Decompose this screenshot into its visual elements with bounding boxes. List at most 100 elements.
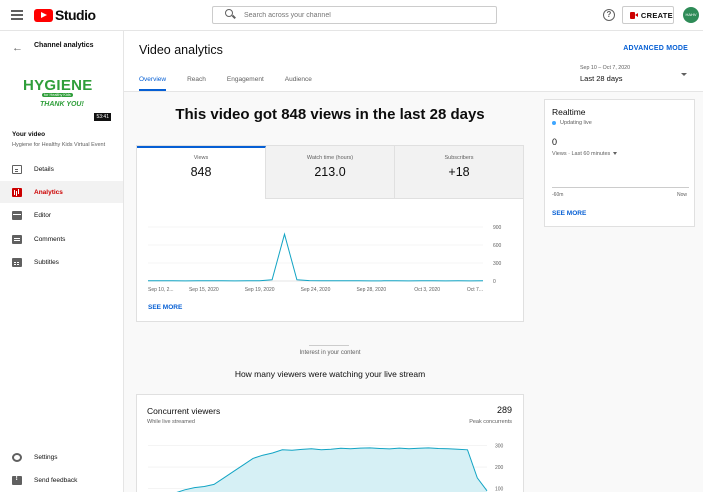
realtime-axis-end: Now bbox=[676, 192, 687, 198]
views-series-line bbox=[147, 232, 484, 282]
realtime-see-more-button[interactable]: SEE MORE bbox=[552, 210, 587, 217]
sidebar: ← Channel analytics HYGIENE for Healthy … bbox=[0, 31, 124, 492]
divider bbox=[309, 345, 349, 346]
metric-label: Views bbox=[193, 155, 209, 161]
details-icon bbox=[12, 164, 22, 174]
concurrent-series-line bbox=[176, 447, 488, 492]
chevron-down-icon[interactable] bbox=[681, 73, 687, 76]
y-tick-label: 600 bbox=[493, 243, 502, 249]
y-tick-label: 300 bbox=[495, 443, 504, 449]
video-duration: 53:41 bbox=[94, 113, 111, 121]
interest-label: Interest in your content bbox=[299, 350, 361, 356]
analytics-tabs: Overview Reach Engagement Audience bbox=[139, 76, 333, 91]
x-tick-label: Oct 7... bbox=[467, 287, 483, 293]
sidebar-item-label: Subtitles bbox=[34, 258, 59, 266]
metric-tabs: Views 848 Watch time (hours) 213.0 Subsc… bbox=[137, 146, 523, 199]
concurrent-viewers-card: Concurrent viewers While live streamed 2… bbox=[136, 394, 524, 492]
avatar[interactable]: HAHV bbox=[683, 7, 699, 23]
subtitles-icon bbox=[12, 257, 22, 267]
sidebar-item-label: Editor bbox=[34, 211, 51, 219]
studio-logo-text: Studio bbox=[55, 7, 96, 23]
date-range-label: Last 28 days bbox=[580, 74, 623, 83]
editor-icon bbox=[12, 210, 22, 220]
realtime-views-value: 0 bbox=[552, 137, 558, 147]
metric-value: +18 bbox=[448, 165, 470, 179]
concurrent-viewers-subtitle: While live streamed bbox=[147, 419, 195, 425]
live-dot-icon bbox=[552, 121, 556, 125]
search-icon bbox=[222, 6, 240, 24]
realtime-title: Realtime bbox=[552, 107, 586, 117]
y-tick-label: 100 bbox=[495, 487, 504, 492]
chevron-down-icon bbox=[613, 152, 618, 156]
realtime-views-label: Views · Last 60 minutes bbox=[552, 151, 611, 157]
metric-label: Subscribers bbox=[444, 155, 474, 161]
realtime-axis bbox=[552, 187, 689, 188]
tab-audience[interactable]: Audience bbox=[284, 76, 312, 83]
video-name[interactable]: Hygiene for Healthy Kids Virtual Event bbox=[12, 142, 106, 148]
thumbnail-subtitle: for Healthy Kids bbox=[42, 93, 73, 97]
metric-value: 213.0 bbox=[314, 165, 346, 179]
sidebar-item-subtitles[interactable]: Subtitles bbox=[0, 251, 123, 273]
x-tick-label: Sep 10, 2... bbox=[148, 287, 174, 293]
sidebar-item-label: Settings bbox=[34, 453, 58, 461]
sidebar-item-send-feedback[interactable]: Send feedback bbox=[0, 469, 123, 491]
sidebar-item-analytics[interactable]: Analytics bbox=[0, 181, 123, 203]
tab-overview[interactable]: Overview bbox=[139, 76, 167, 91]
create-button[interactable]: CREATE bbox=[622, 6, 674, 24]
create-button-label: CREATE bbox=[640, 10, 673, 20]
x-tick-label: Oct 3, 2020 bbox=[414, 287, 440, 293]
sidebar-title: Channel analytics bbox=[34, 42, 94, 49]
sidebar-item-label: Details bbox=[34, 165, 54, 173]
youtube-logo-icon bbox=[34, 8, 53, 22]
x-tick-label: Sep 15, 2020 bbox=[189, 287, 219, 293]
studio-logo[interactable]: Studio bbox=[34, 7, 96, 23]
video-thumbnail[interactable]: HYGIENE for Healthy Kids THANK YOU! 53:4… bbox=[8, 63, 112, 121]
help-icon[interactable]: ? bbox=[603, 9, 615, 21]
y-tick-label: 900 bbox=[493, 225, 502, 231]
metric-views[interactable]: Views 848 bbox=[137, 146, 266, 199]
metric-watch-time[interactable]: Watch time (hours) 213.0 bbox=[266, 146, 395, 199]
comments-icon bbox=[12, 234, 22, 244]
sidebar-item-label: Comments bbox=[34, 235, 66, 243]
x-tick-label: Sep 24, 2020 bbox=[301, 287, 331, 293]
realtime-card: Realtime Updating live 0 Views · Last 60… bbox=[544, 99, 695, 227]
see-more-button[interactable]: SEE MORE bbox=[148, 304, 183, 311]
menu-icon[interactable] bbox=[11, 10, 23, 20]
concurrent-viewers-chart[interactable]: 100 200 300 bbox=[137, 433, 523, 492]
y-tick-label: 300 bbox=[493, 261, 502, 267]
analytics-icon bbox=[12, 187, 22, 197]
peak-concurrents-value: 289 bbox=[496, 405, 512, 415]
x-tick-label: Sep 19, 2020 bbox=[245, 287, 275, 293]
peak-concurrents-label: Peak concurrents bbox=[469, 419, 512, 425]
search-box[interactable] bbox=[212, 6, 497, 24]
views-chart[interactable]: 0 300 600 900 Sep 10, 2... Sep 15, 2020 Sep 19… bbox=[137, 199, 523, 299]
tab-reach[interactable]: Reach bbox=[187, 76, 206, 83]
thumbnail-thank-you: THANK YOU! bbox=[40, 101, 84, 108]
realtime-views-dropdown[interactable]: Views · Last 60 minutes bbox=[552, 151, 618, 157]
sidebar-item-details[interactable]: Details bbox=[0, 158, 123, 180]
page-title: Video analytics bbox=[139, 43, 223, 57]
top-bar: Studio ? CREATE HAHV bbox=[0, 0, 703, 31]
sidebar-item-label: Send feedback bbox=[34, 476, 78, 484]
back-arrow-icon[interactable]: ← bbox=[12, 42, 23, 54]
settings-icon bbox=[12, 452, 22, 462]
search-input[interactable] bbox=[244, 11, 484, 19]
sidebar-item-editor[interactable]: Editor bbox=[0, 204, 123, 226]
feedback-icon bbox=[12, 475, 22, 485]
metric-subscribers[interactable]: Subscribers +18 bbox=[395, 146, 523, 199]
date-range-dates: Sep 10 – Oct 7, 2020 bbox=[580, 65, 631, 71]
y-tick-label: 200 bbox=[495, 465, 504, 471]
video-camera-icon bbox=[630, 11, 638, 19]
realtime-axis-start: -60m bbox=[552, 192, 564, 198]
date-range-picker[interactable]: Sep 10 – Oct 7, 2020 Last 28 days bbox=[580, 65, 630, 83]
live-stream-heading: How many viewers were watching your live… bbox=[234, 369, 426, 379]
updating-live-label: Updating live bbox=[560, 119, 592, 126]
sidebar-item-settings[interactable]: Settings bbox=[0, 446, 123, 468]
sidebar-item-comments[interactable]: Comments bbox=[0, 228, 123, 250]
tab-engagement[interactable]: Engagement bbox=[226, 76, 264, 83]
views-headline: This video got 848 views in the last 28 … bbox=[175, 106, 485, 123]
concurrent-area-fill bbox=[178, 447, 487, 492]
metric-label: Watch time (hours) bbox=[306, 155, 354, 161]
advanced-mode-button[interactable]: ADVANCED MODE bbox=[623, 45, 688, 52]
thumbnail-hygiene-text: HYGIENE bbox=[23, 77, 93, 94]
